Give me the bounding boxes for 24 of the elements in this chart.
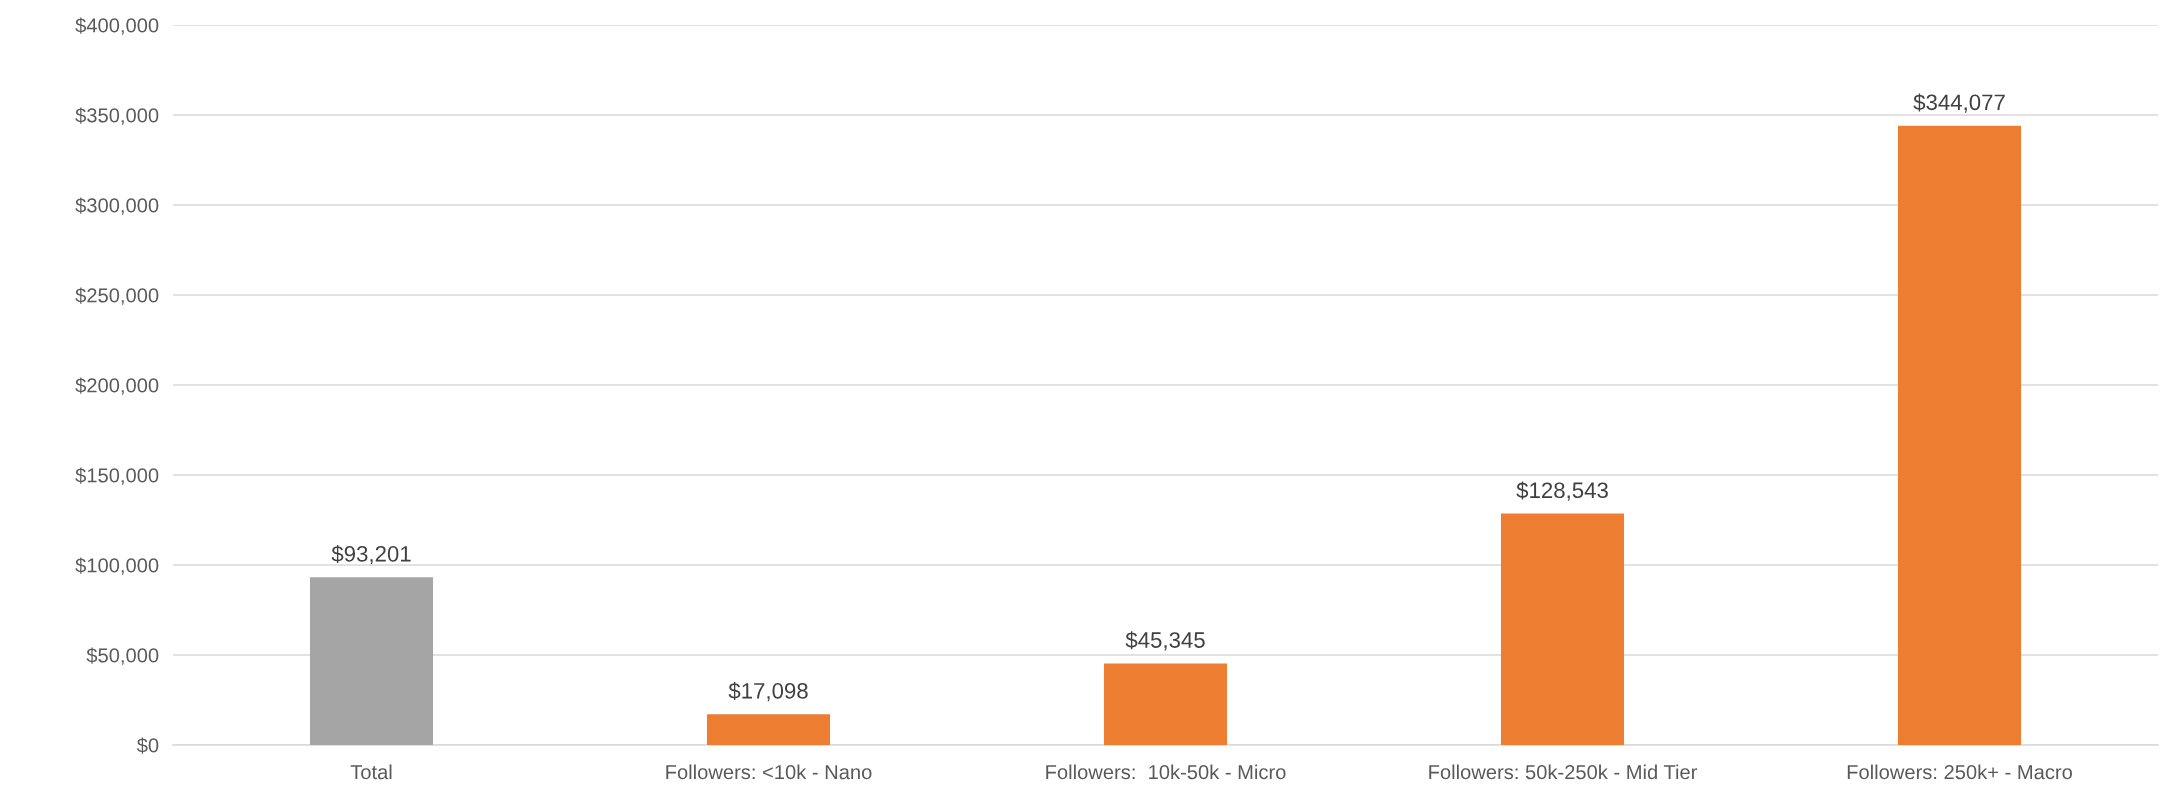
y-tick-label: $100,000 <box>75 557 159 575</box>
y-tick-label: $200,000 <box>75 377 159 395</box>
x-tick-label: Followers: <10k - Nano <box>666 764 872 780</box>
x-tick-label: Followers: 250k+ - Macro <box>1847 764 2072 780</box>
x-tick-label: Followers: 50k-250k - Mid Tier <box>1429 764 1698 780</box>
x-tick-label: Total <box>350 764 392 780</box>
y-tick-label: $400,000 <box>75 17 159 35</box>
bar <box>1500 513 1625 745</box>
y-tick-label: $150,000 <box>75 467 159 485</box>
bar <box>309 577 434 745</box>
y-tick-label: $0 <box>136 737 159 754</box>
bar <box>1897 125 2022 745</box>
y-tick-label: $250,000 <box>75 287 159 305</box>
data-label: $344,077 <box>1913 93 2005 113</box>
bar <box>706 714 831 745</box>
bar <box>1103 663 1228 745</box>
y-tick-label: $350,000 <box>75 107 159 125</box>
x-tick-label: Followers: 10k-50k - Micro <box>1046 764 1286 780</box>
data-label: $128,543 <box>1516 481 1608 501</box>
data-label: $17,098 <box>728 682 808 702</box>
y-tick-label: $50,000 <box>86 647 159 665</box>
data-label: $45,345 <box>1125 631 1205 651</box>
data-label: $93,201 <box>331 545 411 565</box>
y-tick-label: $300,000 <box>75 197 159 215</box>
